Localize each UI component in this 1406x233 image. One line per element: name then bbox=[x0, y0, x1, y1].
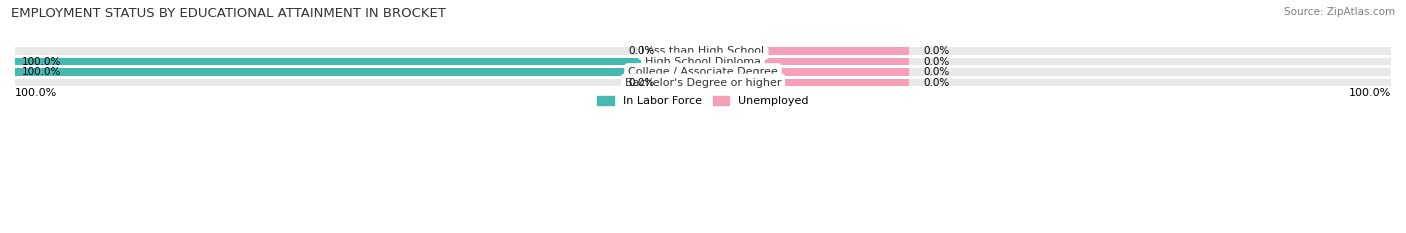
Bar bbox=[15, 79, 1391, 86]
Text: College / Associate Degree: College / Associate Degree bbox=[628, 67, 778, 77]
Text: 100.0%: 100.0% bbox=[22, 57, 62, 67]
Bar bbox=[15, 69, 1391, 75]
Text: 0.0%: 0.0% bbox=[924, 78, 949, 88]
Text: 0.0%: 0.0% bbox=[924, 46, 949, 56]
Text: 0.0%: 0.0% bbox=[924, 57, 949, 67]
Bar bbox=[703, 58, 910, 65]
Text: High School Diploma: High School Diploma bbox=[645, 57, 761, 67]
Bar bbox=[669, 79, 703, 86]
Bar bbox=[15, 69, 703, 75]
Text: 0.0%: 0.0% bbox=[924, 67, 949, 77]
Bar bbox=[15, 58, 703, 65]
Bar bbox=[15, 58, 1391, 65]
Text: Source: ZipAtlas.com: Source: ZipAtlas.com bbox=[1284, 7, 1395, 17]
Text: EMPLOYMENT STATUS BY EDUCATIONAL ATTAINMENT IN BROCKET: EMPLOYMENT STATUS BY EDUCATIONAL ATTAINM… bbox=[11, 7, 446, 20]
Bar bbox=[669, 48, 703, 55]
Bar bbox=[703, 69, 910, 75]
Text: 0.0%: 0.0% bbox=[628, 78, 655, 88]
Text: Bachelor's Degree or higher: Bachelor's Degree or higher bbox=[624, 78, 782, 88]
Bar bbox=[15, 48, 1391, 55]
Text: 100.0%: 100.0% bbox=[15, 88, 58, 98]
Text: 100.0%: 100.0% bbox=[22, 67, 62, 77]
Bar bbox=[703, 79, 910, 86]
Bar bbox=[703, 48, 910, 55]
Text: Less than High School: Less than High School bbox=[641, 46, 765, 56]
Legend: In Labor Force, Unemployed: In Labor Force, Unemployed bbox=[593, 91, 813, 111]
Text: 100.0%: 100.0% bbox=[1348, 88, 1391, 98]
Text: 0.0%: 0.0% bbox=[628, 46, 655, 56]
